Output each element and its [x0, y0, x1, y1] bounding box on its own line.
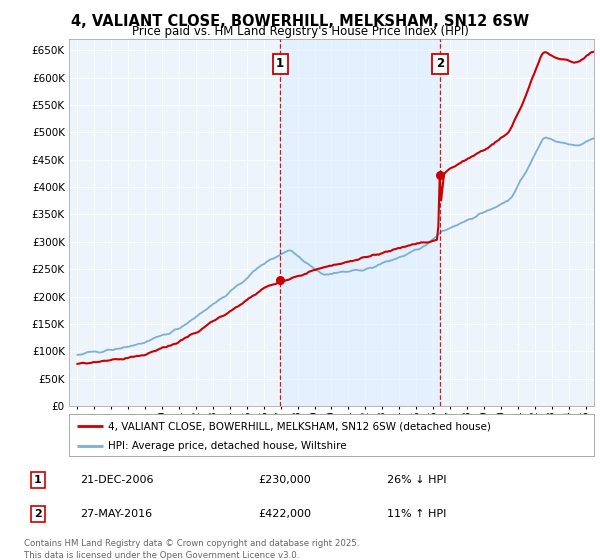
Text: 21-DEC-2006: 21-DEC-2006 — [80, 475, 154, 486]
Bar — [280, 39, 440, 406]
Text: 4, VALIANT CLOSE, BOWERHILL, MELKSHAM, SN12 6SW (detached house): 4, VALIANT CLOSE, BOWERHILL, MELKSHAM, S… — [109, 421, 491, 431]
Text: £422,000: £422,000 — [259, 508, 311, 519]
Text: Contains HM Land Registry data © Crown copyright and database right 2025.
This d: Contains HM Land Registry data © Crown c… — [24, 539, 359, 559]
Text: 26% ↓ HPI: 26% ↓ HPI — [387, 475, 446, 486]
Text: 27-MAY-2016: 27-MAY-2016 — [80, 508, 152, 519]
Text: 2: 2 — [436, 57, 444, 71]
Text: 1: 1 — [276, 57, 284, 71]
Text: 2: 2 — [34, 508, 42, 519]
Text: 4, VALIANT CLOSE, BOWERHILL, MELKSHAM, SN12 6SW: 4, VALIANT CLOSE, BOWERHILL, MELKSHAM, S… — [71, 14, 529, 29]
Text: HPI: Average price, detached house, Wiltshire: HPI: Average price, detached house, Wilt… — [109, 441, 347, 451]
Text: 11% ↑ HPI: 11% ↑ HPI — [387, 508, 446, 519]
Text: 1: 1 — [34, 475, 42, 486]
Text: £230,000: £230,000 — [259, 475, 311, 486]
Text: Price paid vs. HM Land Registry's House Price Index (HPI): Price paid vs. HM Land Registry's House … — [131, 25, 469, 38]
